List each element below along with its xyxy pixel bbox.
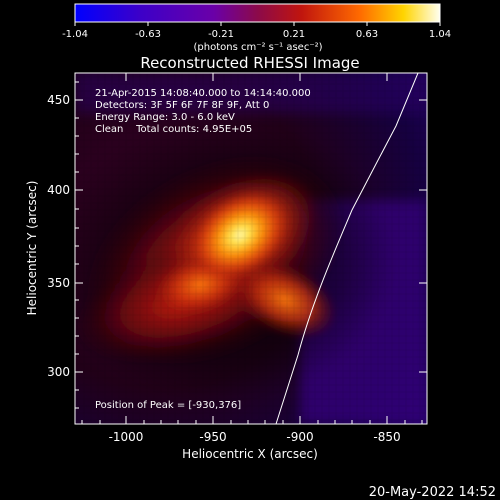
colorbar-tick-label: -0.63 (135, 29, 161, 40)
plot-title: Reconstructed RHESSI Image (140, 54, 359, 72)
colorbar-tick-label: 0.21 (283, 29, 305, 40)
colorbar-tick-label: -1.04 (62, 29, 88, 40)
y-tick-label: 450 (47, 93, 70, 107)
plot-frame (74, 72, 428, 425)
x-tick-label: -900 (286, 430, 313, 444)
colorbar-tick-label: -0.21 (208, 29, 234, 40)
y-tick-label: 350 (47, 276, 70, 290)
annotation-clean-total: Clean Total counts: 4.95E+05 (95, 124, 252, 135)
x-axis-label: Heliocentric X (arcsec) (182, 447, 318, 461)
footer-timestamp: 20-May-2022 14:52 (369, 485, 496, 500)
y-tick-label: 300 (47, 365, 70, 379)
annotation-energy: Energy Range: 3.0 - 6.0 keV (95, 112, 235, 123)
colorbar-unit-label: (photons cm⁻² s⁻¹ asec⁻²) (193, 42, 322, 53)
y-tick-label: 400 (47, 183, 70, 197)
annotation-block: 21-Apr-2015 14:08:40.000 to 14:14:40.000… (95, 88, 311, 135)
annotation-detectors: Detectors: 3F 5F 6F 7F 8F 9F, Att 0 (95, 100, 269, 111)
x-tick-label: -1000 (109, 430, 144, 444)
annotation-peak-position: Position of Peak = [-930,376] (95, 400, 241, 411)
colorbar-tick-label: 1.04 (429, 29, 451, 40)
colorbar-ticks (74, 22, 441, 26)
y-axis-ticks (75, 81, 427, 409)
annotation-time-range: 21-Apr-2015 14:08:40.000 to 14:14:40.000 (95, 88, 311, 99)
x-axis-ticks (81, 73, 423, 424)
colorbar-tick-label: 0.63 (356, 29, 378, 40)
colorbar-tick-labels: -1.04 -0.63 -0.21 0.21 0.63 1.04 (62, 29, 451, 40)
colorbar (74, 3, 441, 23)
x-axis-tick-labels: -1000 -950 -900 -850 (109, 430, 401, 444)
x-tick-label: -850 (373, 430, 400, 444)
pixel-texture (75, 73, 427, 424)
y-axis-label: Heliocentric Y (arcsec) (25, 181, 39, 316)
solar-limb-curve (275, 73, 419, 424)
y-axis-tick-labels: 300 350 400 450 (47, 93, 70, 379)
x-tick-label: -950 (199, 430, 226, 444)
image-panel (75, 73, 427, 424)
